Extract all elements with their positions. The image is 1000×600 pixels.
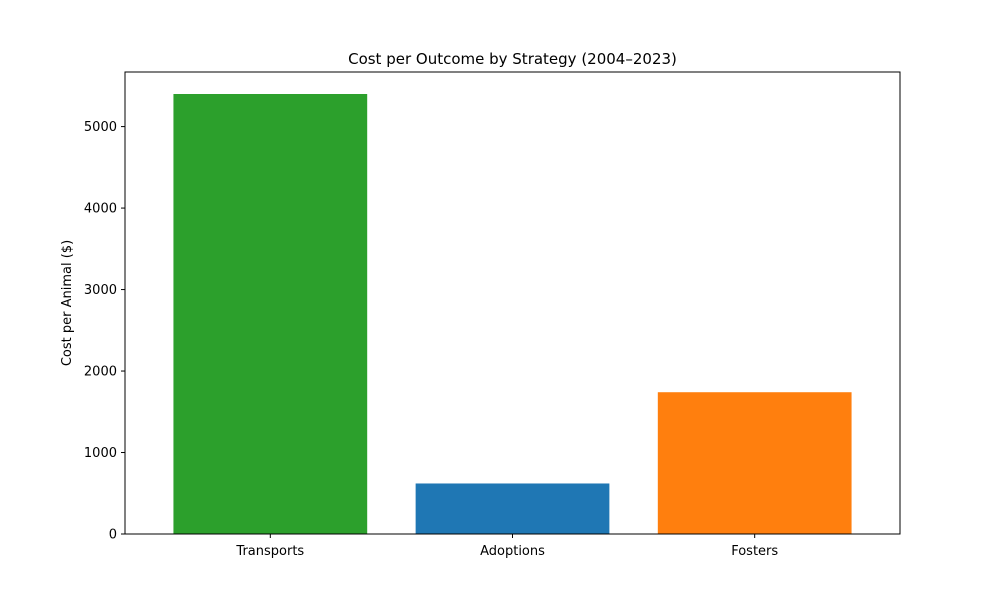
y-tick-label: 0	[109, 528, 117, 543]
y-tick-label: 4000	[84, 202, 117, 217]
bar-transports	[173, 94, 368, 534]
y-tick-label: 1000	[84, 446, 117, 461]
x-tick-label: Adoptions	[480, 544, 545, 559]
y-tick-label: 5000	[84, 120, 117, 135]
bars-group	[173, 94, 852, 534]
x-axis-ticks: Transports Adoptions Fosters	[235, 534, 778, 559]
bar-adoptions	[415, 483, 610, 534]
y-axis-label: Cost per Animal ($)	[60, 240, 75, 366]
bar-fosters	[657, 392, 852, 534]
y-tick-label: 3000	[84, 283, 117, 298]
plot-frame	[124, 71, 901, 535]
x-tick-label: Fosters	[731, 544, 778, 559]
y-axis-ticks: 0 1000 2000 3000 4000 5000	[84, 120, 125, 543]
y-tick-label: 2000	[84, 365, 117, 380]
x-tick-label: Transports	[235, 544, 304, 559]
chart-title: Cost per Outcome by Strategy (2004–2023)	[348, 50, 677, 68]
